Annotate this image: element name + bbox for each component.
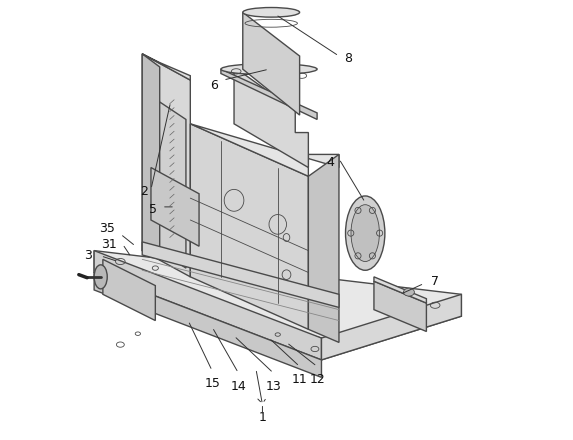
Polygon shape	[94, 251, 461, 360]
Text: 5: 5	[149, 202, 157, 216]
Polygon shape	[190, 124, 339, 176]
Polygon shape	[94, 272, 321, 378]
Ellipse shape	[94, 265, 107, 289]
Polygon shape	[374, 277, 426, 303]
Polygon shape	[374, 281, 426, 331]
Text: 3: 3	[84, 249, 92, 262]
Ellipse shape	[243, 7, 300, 17]
Polygon shape	[321, 294, 461, 360]
Text: 15: 15	[204, 378, 220, 390]
Text: 6: 6	[210, 79, 218, 92]
Polygon shape	[243, 12, 300, 115]
Ellipse shape	[351, 205, 379, 261]
Text: 1: 1	[258, 411, 266, 424]
Polygon shape	[142, 54, 190, 277]
Text: 7: 7	[431, 275, 439, 288]
Polygon shape	[160, 102, 186, 268]
Text: 11: 11	[292, 373, 308, 386]
Text: 31: 31	[101, 238, 117, 250]
Polygon shape	[190, 124, 308, 329]
Polygon shape	[151, 168, 199, 246]
Text: 35: 35	[99, 222, 115, 235]
Text: 12: 12	[309, 373, 325, 386]
Ellipse shape	[346, 196, 385, 270]
Ellipse shape	[403, 288, 414, 296]
Polygon shape	[142, 54, 190, 80]
Polygon shape	[221, 69, 317, 119]
Text: 14: 14	[230, 380, 246, 392]
Text: 8: 8	[344, 52, 352, 65]
Polygon shape	[142, 242, 339, 308]
Polygon shape	[142, 54, 160, 259]
Polygon shape	[103, 259, 155, 321]
Text: 4: 4	[326, 156, 334, 169]
Ellipse shape	[221, 64, 317, 75]
Polygon shape	[94, 251, 321, 360]
Text: 13: 13	[265, 380, 281, 392]
Polygon shape	[308, 154, 339, 342]
Polygon shape	[234, 67, 308, 168]
Text: 2: 2	[140, 185, 148, 198]
